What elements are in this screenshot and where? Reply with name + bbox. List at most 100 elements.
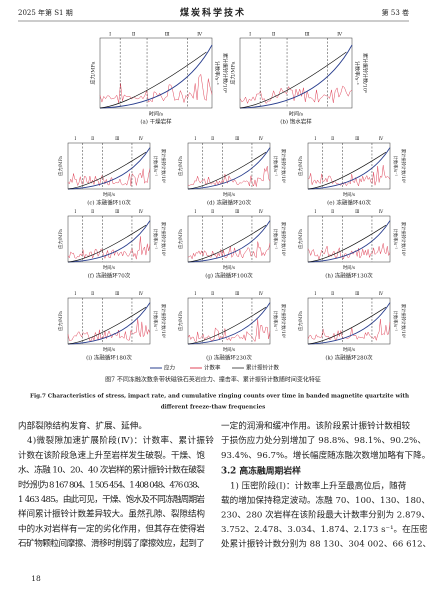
stage-label: Ⅰ [75, 292, 77, 297]
body-line: 时分别为 8 167 804、1 505 454、1 408 048、476 0… [18, 478, 205, 490]
stage-label: Ⅲ [355, 137, 359, 142]
body-line: 样间累计振铃计数差异较大。虽然孔隙、裂隙结构 [18, 508, 205, 520]
x-axis-title: 时间/s [103, 264, 115, 271]
body-line: 于损伤应力处分别增加了 98.8%、98.1%、90.2%、 [221, 434, 426, 446]
stress-curve [67, 224, 147, 263]
y3-axis-title: 累计振铃计数/10⁶ [160, 222, 167, 257]
y-axis-title: 应力/MPa [57, 229, 64, 249]
stage-label: Ⅱ [91, 137, 94, 142]
x-axis-title: 时间/s [343, 346, 355, 353]
panel-label: (f) 冻融循环70次 [88, 272, 131, 280]
stage-label: Ⅰ [315, 292, 317, 297]
stage-label: Ⅱ [331, 137, 334, 142]
cumulative-curve [187, 220, 271, 263]
cumulative-curve [67, 302, 151, 345]
stage-label: Ⅰ [315, 210, 317, 215]
x-axis-title: 时间/s [223, 264, 235, 271]
y-axis-title: 应力/MPa [177, 229, 184, 249]
stress-curve [67, 306, 147, 345]
stage-label: Ⅱ [211, 210, 214, 215]
section-heading: 3.2 高冻融周期岩样 [221, 465, 301, 477]
y-axis-title: 应力/MPa [90, 62, 97, 85]
stage-label: Ⅲ [115, 292, 119, 297]
y-axis-title: 应力/MPa [177, 311, 184, 331]
body-line: 93.4%、96.7%。增长幅度随冻融次数增加略有下降。 [221, 449, 427, 461]
y-axis-title: 应力/MPa [297, 311, 304, 331]
x-axis-title: 时间/s [223, 191, 235, 198]
stage-label: Ⅱ [211, 137, 214, 142]
stage-label: Ⅳ [379, 292, 384, 297]
cumulative-curve [187, 147, 271, 190]
panel-frame [187, 142, 271, 190]
x-axis-title: 时间/s [149, 111, 164, 118]
y-axis-title: 应力/MPa [57, 156, 64, 176]
cumulative-curve [307, 220, 391, 263]
stage-label: Ⅳ [259, 137, 264, 142]
stage-label: Ⅳ [139, 292, 144, 297]
y-axis-title: 应力/MPa [57, 311, 64, 331]
y-axis-title: 应力/MPa [297, 156, 304, 176]
panel-label: (i) 冻融循环180次 [86, 354, 132, 362]
page-number: 18 [31, 574, 41, 583]
x-axis-title: 时间/s [223, 346, 235, 353]
stage-label: Ⅳ [259, 292, 264, 297]
body-line: 230、280 次岩样在该阶段最大计数率分别为 2.879、 [221, 509, 427, 521]
y3-axis-title: 累计振铃计数/10⁶ [160, 304, 167, 339]
cumulative-curve [67, 147, 151, 190]
body-line: 石矿物颗粒间摩擦、滑移时削弱了摩擦效应，起到了 [18, 537, 205, 549]
stage-label: Ⅱ [132, 32, 136, 38]
x-axis-title: 时间/s [103, 191, 115, 198]
y3-axis-title: 累计振铃计数/10⁶ [400, 222, 407, 257]
stage-label: Ⅰ [195, 210, 197, 215]
y2-axis-title: 计数率/s⁻¹ [392, 229, 399, 250]
stage-label: Ⅰ [75, 137, 77, 142]
y3-axis-title: 累计振铃计数/10⁶ [400, 304, 407, 339]
journal: 煤炭科学技术 [180, 7, 246, 19]
count-rate-trace [187, 319, 271, 343]
stress-curve [307, 306, 387, 345]
stress-curve [239, 51, 347, 109]
panel-label: (k) 冻融循环280次 [325, 354, 373, 362]
panel-frame [99, 37, 213, 109]
y2-axis-title: 计数率/s⁻¹ [214, 61, 221, 85]
y2-axis-title: 计数率/s⁻¹ [392, 311, 399, 332]
cumulative-curve [239, 44, 353, 109]
count-rate-trace [187, 241, 271, 260]
y3-axis-title: 累计振铃计数/10⁶ [280, 222, 287, 257]
x-axis-title: 时间/s [343, 191, 355, 198]
stage-label: Ⅲ [235, 292, 239, 297]
stage-label: Ⅰ [249, 32, 251, 38]
stress-curve [307, 224, 387, 263]
stage-label: Ⅰ [75, 210, 77, 215]
y3-axis-title: 累计振铃计数/10⁶ [280, 304, 287, 339]
cumulative-curve [307, 302, 391, 345]
body-line: 4)微裂隙加速扩展阶段(Ⅳ)：计数率、累计振铃 [27, 434, 214, 446]
x-axis-title: 时间/s [289, 111, 304, 118]
panel-label: (a) 干燥岩样 [140, 118, 172, 126]
cumulative-curve [307, 147, 391, 190]
y-axis-title: 应力/MPa [177, 156, 184, 176]
stage-label: Ⅲ [115, 137, 119, 142]
panel-label: (d) 冻融循环20次 [207, 199, 252, 207]
stress-curve [307, 151, 387, 190]
y2-axis-title: 计数率/s⁻¹ [272, 311, 279, 332]
stage-label: Ⅱ [331, 210, 334, 215]
stage-label: Ⅰ [195, 137, 197, 142]
y3-axis-title: 累计振铃计数/10⁶ [222, 53, 229, 93]
stage-label: Ⅳ [337, 32, 343, 38]
legend-label: 计数率 [204, 364, 221, 372]
y2-axis-title: 计数率/s⁻¹ [354, 61, 361, 85]
y2-axis-title: 计数率/s⁻¹ [152, 311, 159, 332]
stage-label: Ⅲ [355, 210, 359, 215]
body-line: 1) 压密阶段(Ⅰ)：计数率上升至最高位后，随荷 [230, 480, 407, 492]
body-line: 载的增加保持稳定波动。冻融 70、100、130、180、 [221, 494, 427, 506]
body: 内部裂隙结构发育、扩展、延伸。 4)微裂隙加速扩展阶段(Ⅳ)：计数率、累计振铃计数… [18, 420, 427, 550]
x-axis-title: 时间/s [103, 346, 115, 353]
stage-label: Ⅳ [259, 210, 264, 215]
y3-axis-title: 累计振铃计数/10⁶ [400, 149, 407, 184]
cumulative-curve [99, 44, 213, 109]
stage-label: Ⅲ [235, 210, 239, 215]
y3-axis-title: 累计振铃计数/10⁶ [280, 149, 287, 184]
stress-curve [187, 151, 267, 190]
